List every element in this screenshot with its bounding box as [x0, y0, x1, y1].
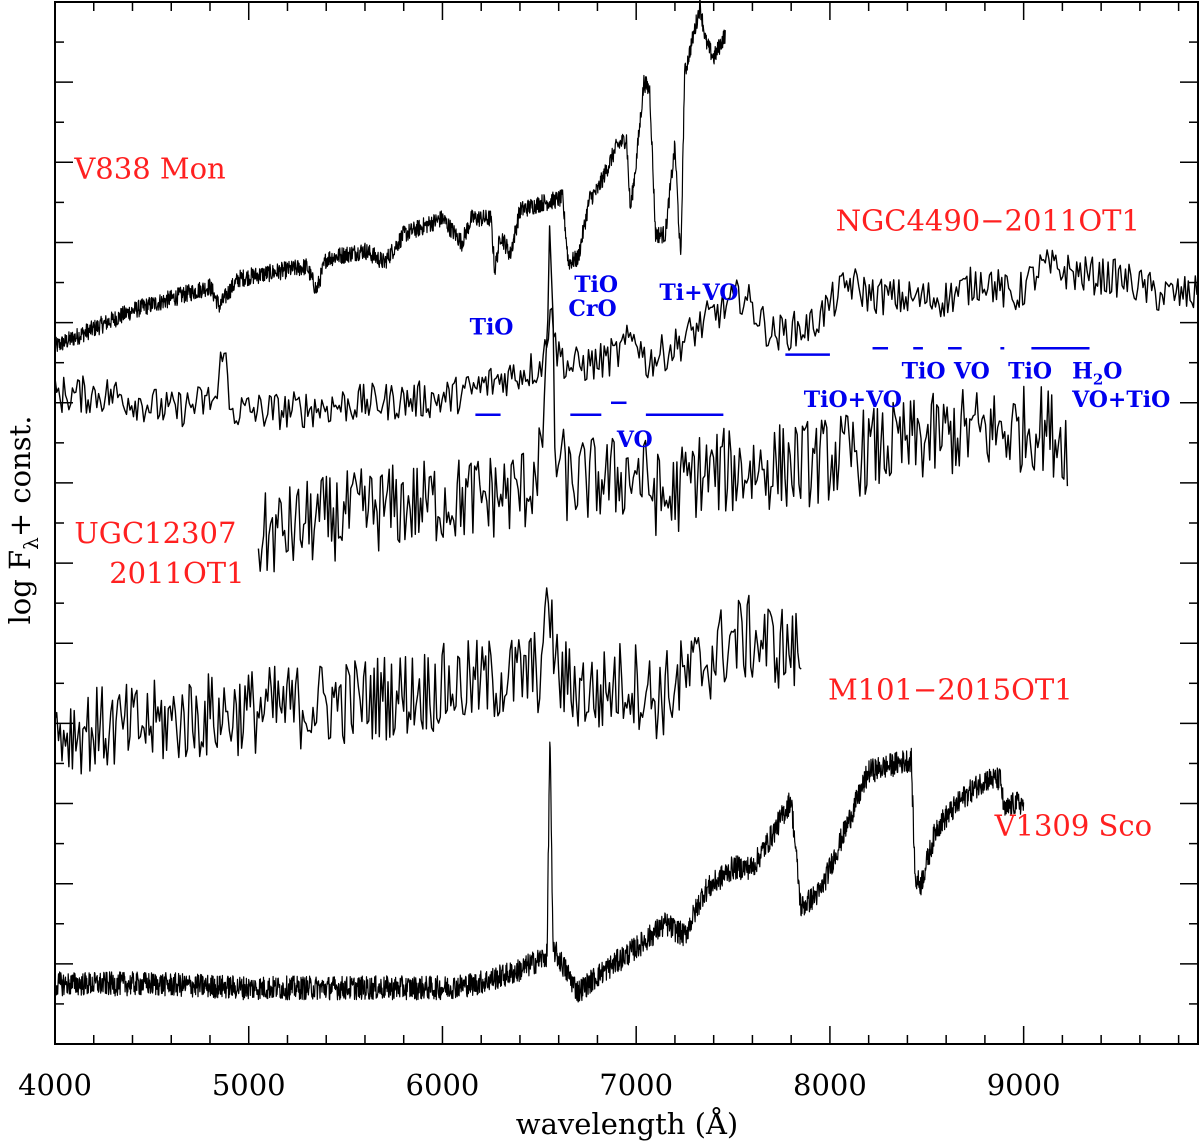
band-label: TiO — [1008, 359, 1052, 385]
spectra-lines — [54, 0, 1198, 1003]
spectrum-line-2 — [257, 225, 1069, 573]
y-axis-label: log Fλ+ const. — [3, 416, 43, 625]
x-tick-label: 8000 — [793, 1068, 867, 1102]
y-axis-label-main: log F — [3, 550, 37, 625]
spectrum-line-0 — [54, 0, 726, 352]
band-label: CrO — [568, 296, 616, 322]
y-axis-label-subscript: λ — [19, 537, 43, 550]
x-tick-label: 5000 — [212, 1068, 286, 1102]
object-label: NGC4490−2011OT1 — [836, 203, 1140, 237]
chart-annotations: V838 Mon NGC4490−2011OT1 UGC12307 2011OT1 M1… — [73, 151, 1170, 842]
object-label: V838 Mon — [73, 151, 225, 185]
x-tick-label: 6000 — [406, 1068, 480, 1102]
x-tick-label: 7000 — [599, 1068, 673, 1102]
x-tick-label: 4000 — [18, 1068, 92, 1102]
band-label: VO — [616, 427, 653, 453]
axis-ticks: 4000 5000 6000 7000 8000 9000 — [18, 1, 1198, 1102]
spectrum-line-1 — [54, 249, 1198, 431]
band-label: Ti+VO — [659, 280, 738, 306]
molecular-band-markers — [475, 347, 1090, 417]
band-label: TiO — [574, 272, 618, 298]
object-label: UGC12307 — [74, 516, 236, 550]
band-label: H2O — [1072, 359, 1122, 389]
band-label: VO+TiO — [1071, 387, 1170, 413]
object-label: V1309 Sco — [994, 809, 1153, 843]
band-label: TiO — [902, 359, 946, 385]
svg-text:log Fλ+ const.: log Fλ+ const. — [3, 416, 43, 625]
band-label: VO — [953, 359, 990, 385]
object-label: M101−2015OT1 — [828, 672, 1073, 706]
spectrum-line-3 — [54, 587, 802, 775]
x-axis-label: wavelength (Å) — [516, 1106, 738, 1141]
x-tick-label: 9000 — [987, 1068, 1061, 1102]
band-label: TiO+VO — [804, 387, 902, 413]
object-label: 2011OT1 — [109, 556, 244, 590]
spectrum-line-4 — [54, 741, 1025, 1003]
y-axis-label-suffix: + const. — [3, 416, 37, 538]
band-label: TiO — [470, 315, 514, 341]
